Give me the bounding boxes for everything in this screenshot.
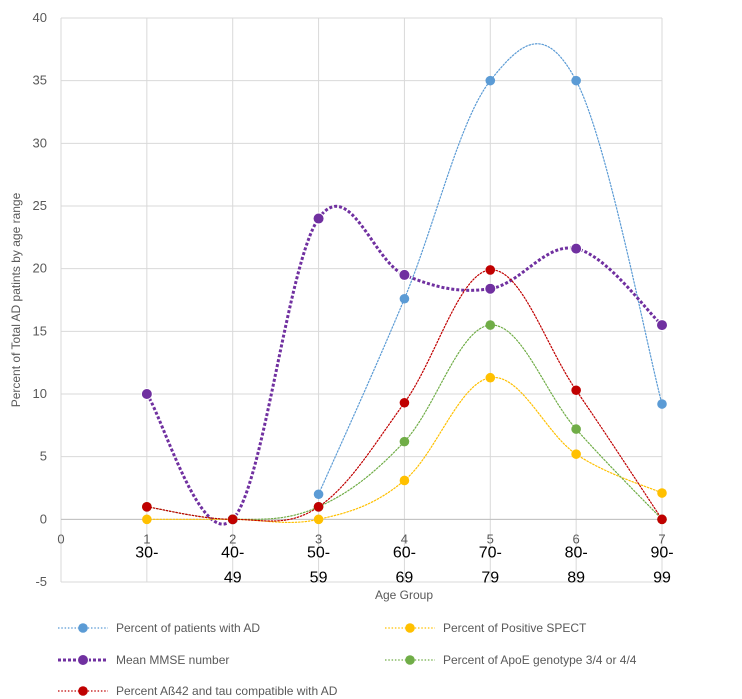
y-tick-label: 35	[33, 73, 47, 88]
data-point	[313, 502, 324, 512]
data-point	[485, 265, 496, 275]
data-point	[485, 320, 496, 330]
legend-item: Mean MMSE number	[58, 653, 229, 667]
legend-label: Percent of ApoE genotype 3/4 or 4/4	[443, 653, 637, 667]
data-point	[142, 502, 152, 512]
data-point	[313, 514, 324, 525]
series-0	[313, 43, 667, 500]
age-group-label: 79	[481, 569, 499, 586]
age-group-label: 60-	[393, 544, 416, 561]
data-point	[312, 212, 325, 225]
legend: Percent of patients with AD Percent of Po…	[58, 621, 637, 698]
legend-item: Percent of Positive SPECT	[385, 621, 587, 635]
data-point	[571, 385, 581, 396]
series-group	[140, 43, 668, 526]
y-tick-label: 40	[33, 10, 47, 25]
data-point	[398, 268, 411, 281]
gridlines	[60, 17, 663, 583]
x-tick-label: 2	[229, 531, 236, 546]
data-point	[142, 514, 152, 525]
y-tick-label: 10	[33, 386, 47, 401]
data-point	[485, 372, 496, 383]
data-point	[657, 399, 667, 409]
legend-marker	[78, 686, 88, 696]
data-point	[399, 293, 410, 304]
x-tick-label: 0	[57, 531, 64, 546]
legend-marker	[405, 623, 415, 633]
legend-label: Percent Aß42 and tau compatible with AD	[116, 684, 338, 698]
legend-item: Percent of patients with AD	[58, 621, 260, 635]
x-tick-label: 7	[658, 531, 665, 546]
series-4	[142, 265, 667, 525]
legend-marker	[405, 655, 415, 665]
tick-labels: -5 0 5 10 15 20 25 30 35 40 0 1 2 3 4 5 6 7 30- 40- 49 50- 59 6…	[33, 10, 674, 589]
data-point	[399, 436, 410, 447]
x-tick-label: 3	[315, 531, 322, 546]
y-tick-label: 30	[33, 135, 47, 150]
data-point	[571, 424, 581, 434]
data-point	[484, 282, 497, 295]
age-group-label: 80-	[565, 544, 588, 561]
data-point	[399, 475, 410, 486]
age-group-label: 40-	[221, 544, 244, 561]
age-group-label: 99	[653, 569, 671, 586]
x-axis-title: Age Group	[375, 588, 433, 602]
data-point	[399, 397, 410, 408]
legend-item: Percent of ApoE genotype 3/4 or 4/4	[385, 653, 637, 667]
data-point	[570, 242, 583, 255]
data-point	[656, 319, 668, 332]
data-point	[657, 514, 667, 525]
y-tick-label: -5	[35, 574, 47, 589]
age-group-label: 49	[224, 569, 242, 586]
age-group-label: 30-	[135, 544, 158, 561]
age-group-label: 89	[567, 569, 585, 586]
y-tick-label: 5	[40, 449, 47, 464]
y-tick-label: 0	[40, 511, 47, 526]
data-point	[571, 449, 581, 459]
legend-label: Mean MMSE number	[116, 653, 229, 667]
age-group-label: 90-	[650, 544, 673, 561]
age-group-label: 59	[310, 569, 328, 586]
data-point	[485, 75, 496, 86]
x-tick-label: 6	[573, 531, 580, 546]
data-point	[571, 75, 581, 86]
x-tick-label: 1	[143, 531, 150, 546]
y-tick-label: 25	[33, 198, 47, 213]
y-axis-title: Percent of Total AD patints by age range	[9, 192, 23, 407]
legend-label: Percent of Positive SPECT	[443, 621, 587, 635]
data-point	[313, 489, 324, 500]
y-tick-label: 20	[33, 261, 47, 276]
age-group-label: 70-	[479, 544, 502, 561]
x-tick-label: 5	[487, 531, 494, 546]
data-point	[227, 514, 238, 525]
age-group-label: 69	[396, 569, 414, 586]
legend-marker	[77, 654, 89, 666]
age-group-label: 50-	[307, 544, 330, 561]
data-point	[657, 488, 667, 498]
legend-marker	[78, 623, 88, 633]
data-point	[140, 388, 153, 400]
y-tick-label: 15	[33, 323, 47, 338]
legend-label: Percent of patients with AD	[116, 621, 260, 635]
x-tick-label: 4	[401, 531, 408, 546]
legend-item: Percent Aß42 and tau compatible with AD	[58, 684, 338, 698]
